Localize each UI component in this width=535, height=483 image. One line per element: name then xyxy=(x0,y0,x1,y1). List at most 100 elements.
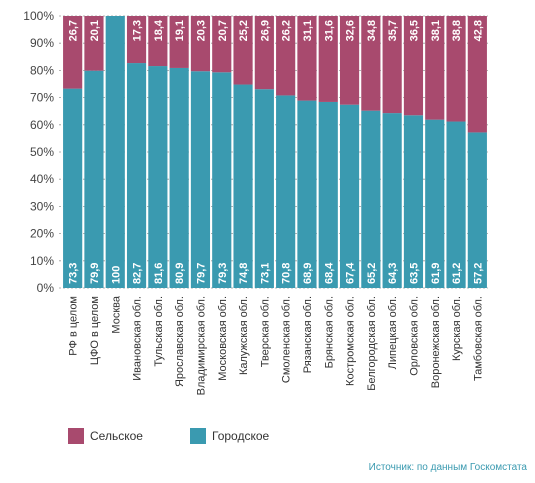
bar-urban xyxy=(361,110,381,288)
bar-urban xyxy=(233,84,253,288)
data-label-urban: 68,9 xyxy=(302,263,314,284)
data-label-rural: 26,2 xyxy=(281,20,293,41)
x-tick-label: Ивановская обл. xyxy=(132,296,144,381)
data-label-rural: 38,1 xyxy=(430,20,442,41)
data-label-urban: 79,7 xyxy=(195,263,207,284)
data-label-urban: 73,3 xyxy=(68,263,80,284)
bar-rural xyxy=(126,16,147,64)
x-tick-label: ЦФО в целом xyxy=(89,296,101,365)
x-tick-label: Тульская обл. xyxy=(153,296,165,367)
data-label-urban: 81,6 xyxy=(153,263,165,284)
bar-rural xyxy=(339,16,360,105)
y-tick-label: 100% xyxy=(23,9,54,23)
data-label-urban: 79,9 xyxy=(89,263,101,284)
y-axis: 0% 10% 20% 30% 40% 50% 60% 70% 80% 90% 100% xyxy=(23,9,54,295)
data-label-urban: 67,4 xyxy=(345,262,357,284)
y-tick-label: 90% xyxy=(30,36,54,50)
bar-rural xyxy=(382,16,402,114)
data-label-rural: 26,7 xyxy=(68,20,80,41)
bar-urban xyxy=(297,100,317,288)
data-label-urban: 73,1 xyxy=(259,263,271,284)
bar-urban xyxy=(126,63,147,288)
bar-urban xyxy=(339,104,360,288)
bar-rural xyxy=(84,16,104,71)
bar-urban xyxy=(190,71,211,288)
data-label-rural: 26,9 xyxy=(259,20,271,41)
data-label-rural: 42,8 xyxy=(472,20,484,41)
data-label-rural: 18,4 xyxy=(153,19,165,41)
y-tick-label: 60% xyxy=(30,118,54,132)
y-tick-label: 0% xyxy=(37,281,55,295)
x-tick-label: Московская обл. xyxy=(217,296,229,381)
data-label-rural: 34,8 xyxy=(366,20,378,41)
x-tick-label: Рязанская обл. xyxy=(302,296,314,373)
bar-urban xyxy=(105,16,125,288)
x-tick-label: Курская обл. xyxy=(451,296,463,361)
bar-urban xyxy=(212,72,232,288)
source-note: Источник: по данным Госкомстата xyxy=(368,462,527,473)
data-label-urban: 74,8 xyxy=(238,263,250,284)
x-tick-label: Тверская обл. xyxy=(259,296,271,367)
data-label-rural: 19,1 xyxy=(174,20,186,41)
data-label-urban: 100 xyxy=(110,266,122,284)
data-label-urban: 57,2 xyxy=(472,263,484,284)
data-label-rural: 36,5 xyxy=(408,20,420,41)
data-label-urban: 61,2 xyxy=(451,263,463,284)
data-label-rural: 31,6 xyxy=(323,20,335,41)
data-label-rural: 31,1 xyxy=(302,20,314,41)
x-tick-label: Воронежская обл. xyxy=(430,296,442,388)
bar-rural xyxy=(318,16,338,102)
x-tick-label: РФ в целом xyxy=(68,296,80,356)
x-tick-label: Калужская обл. xyxy=(238,296,250,375)
legend: Сельское Городское xyxy=(68,428,270,444)
bar-rural xyxy=(276,16,296,96)
y-tick-label: 30% xyxy=(30,199,54,213)
bar-rural xyxy=(233,16,253,85)
bar-rural xyxy=(212,16,232,73)
data-label-urban: 63,5 xyxy=(408,263,420,284)
data-label-urban: 70,8 xyxy=(281,263,293,284)
x-tick-label: Белгородская обл. xyxy=(366,296,378,391)
bar-rural xyxy=(361,16,381,111)
x-tick-label: Ярославская обл. xyxy=(174,296,186,387)
x-tick-label: Смоленская обл. xyxy=(281,296,293,383)
data-label-rural: 20,1 xyxy=(89,20,101,41)
x-tick-label: Орловская обл. xyxy=(408,296,420,376)
bar-rural xyxy=(425,16,445,120)
legend-label: Городское xyxy=(212,429,270,443)
data-label-rural: 35,7 xyxy=(387,20,399,41)
bar-rural xyxy=(190,16,211,72)
bar-urban xyxy=(148,66,168,288)
data-label-rural: 17,3 xyxy=(132,20,144,41)
data-label-rural: 20,7 xyxy=(217,20,229,41)
bar-rural xyxy=(169,16,189,68)
bar-urban xyxy=(63,88,83,289)
data-label-rural: 32,6 xyxy=(345,20,357,41)
bar-rural xyxy=(297,16,317,101)
bar-urban xyxy=(169,67,189,289)
bar-rural xyxy=(403,16,424,116)
data-label-urban: 82,7 xyxy=(132,263,144,284)
x-tick-label: Брянская обл. xyxy=(323,296,335,368)
x-tick-label: Костромская обл. xyxy=(345,296,357,386)
bar-urban xyxy=(446,121,466,288)
y-tick-label: 20% xyxy=(30,227,54,241)
data-label-urban: 79,3 xyxy=(217,263,229,284)
bar-urban xyxy=(425,119,445,288)
legend-label: Сельское xyxy=(90,429,143,443)
bar-rural xyxy=(148,16,168,67)
data-label-urban: 68,4 xyxy=(323,262,335,284)
x-tick-label: Тамбовская обл. xyxy=(472,296,484,381)
bar-rural xyxy=(254,16,274,90)
data-label-rural: 38,8 xyxy=(451,20,463,41)
bar-urban xyxy=(382,113,402,288)
data-label-urban: 64,3 xyxy=(387,263,399,284)
legend-swatch xyxy=(190,428,206,444)
y-tick-label: 70% xyxy=(30,91,54,105)
bar-rural xyxy=(63,16,83,89)
bar-rural xyxy=(446,16,466,122)
x-tick-label: Москва xyxy=(110,295,122,333)
y-tick-label: 80% xyxy=(30,63,54,77)
data-label-urban: 65,2 xyxy=(366,263,378,284)
x-tick-label: Липецкая обл. xyxy=(387,296,399,369)
